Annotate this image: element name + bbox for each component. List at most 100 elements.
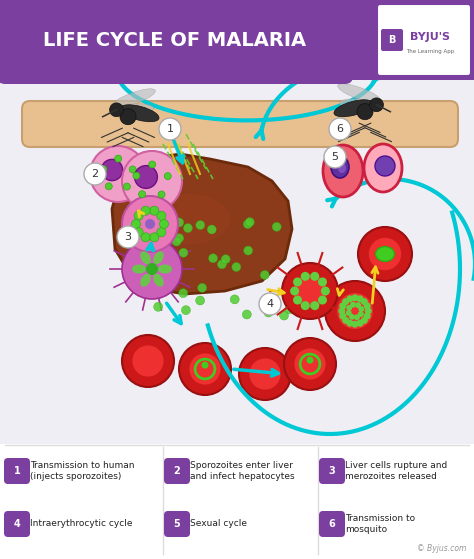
Ellipse shape <box>364 144 402 192</box>
Circle shape <box>179 248 188 257</box>
Circle shape <box>352 321 358 328</box>
Circle shape <box>307 357 313 363</box>
Polygon shape <box>112 154 292 294</box>
Ellipse shape <box>158 264 172 273</box>
FancyBboxPatch shape <box>319 458 345 484</box>
Text: 2: 2 <box>91 169 99 179</box>
Circle shape <box>122 335 174 387</box>
Circle shape <box>175 218 184 227</box>
Circle shape <box>358 311 364 317</box>
Circle shape <box>109 103 123 117</box>
Circle shape <box>342 298 349 305</box>
Circle shape <box>246 217 255 226</box>
Text: 1: 1 <box>14 466 20 476</box>
Ellipse shape <box>339 99 379 111</box>
Ellipse shape <box>140 252 151 264</box>
Circle shape <box>159 220 168 229</box>
Circle shape <box>146 263 158 275</box>
Circle shape <box>318 277 327 286</box>
Circle shape <box>196 296 205 305</box>
Circle shape <box>135 165 157 188</box>
Circle shape <box>280 311 289 320</box>
Circle shape <box>339 302 346 310</box>
Circle shape <box>282 263 338 319</box>
Circle shape <box>101 159 123 181</box>
Circle shape <box>339 312 346 320</box>
FancyBboxPatch shape <box>0 80 474 444</box>
Circle shape <box>264 308 273 317</box>
FancyBboxPatch shape <box>0 0 474 80</box>
Circle shape <box>131 220 140 229</box>
Text: BYJU'S: BYJU'S <box>410 32 450 42</box>
Circle shape <box>260 271 269 280</box>
Circle shape <box>190 353 220 385</box>
Circle shape <box>338 307 345 315</box>
Circle shape <box>350 302 356 307</box>
Circle shape <box>298 297 307 306</box>
Text: 6: 6 <box>337 124 344 134</box>
Circle shape <box>105 183 112 190</box>
Ellipse shape <box>375 247 394 262</box>
Text: 3: 3 <box>328 466 336 476</box>
Circle shape <box>150 233 159 242</box>
Text: Liver cells rupture and
merozoites released: Liver cells rupture and merozoites relea… <box>345 461 447 481</box>
FancyBboxPatch shape <box>164 511 190 537</box>
Circle shape <box>354 314 360 320</box>
Circle shape <box>134 228 143 236</box>
Circle shape <box>157 228 166 236</box>
Circle shape <box>198 283 207 292</box>
Circle shape <box>122 239 182 299</box>
Circle shape <box>221 255 230 264</box>
Circle shape <box>84 163 106 185</box>
Text: © Byjus.com: © Byjus.com <box>417 544 466 553</box>
Circle shape <box>301 265 310 274</box>
Text: 5: 5 <box>173 519 181 529</box>
Circle shape <box>157 211 166 220</box>
Circle shape <box>358 227 412 281</box>
Circle shape <box>149 161 156 168</box>
Ellipse shape <box>112 89 155 108</box>
Circle shape <box>141 233 150 242</box>
Circle shape <box>310 272 319 281</box>
Circle shape <box>209 254 218 263</box>
Circle shape <box>117 226 139 248</box>
Circle shape <box>318 296 327 305</box>
Circle shape <box>349 314 355 320</box>
Circle shape <box>301 301 310 310</box>
Circle shape <box>361 317 368 324</box>
Circle shape <box>218 260 227 269</box>
Circle shape <box>364 302 371 310</box>
Circle shape <box>301 272 310 281</box>
Text: 2: 2 <box>173 466 181 476</box>
Circle shape <box>346 310 352 316</box>
Circle shape <box>242 310 251 319</box>
Circle shape <box>272 222 281 231</box>
Ellipse shape <box>153 274 164 287</box>
Circle shape <box>346 295 354 302</box>
Circle shape <box>158 191 165 198</box>
Circle shape <box>293 296 302 305</box>
Ellipse shape <box>140 274 151 287</box>
FancyBboxPatch shape <box>319 511 345 537</box>
Circle shape <box>182 306 191 315</box>
Text: 1: 1 <box>166 124 173 134</box>
Circle shape <box>365 307 372 315</box>
Ellipse shape <box>334 100 373 117</box>
FancyBboxPatch shape <box>4 458 30 484</box>
Text: The Learning App: The Learning App <box>406 49 454 54</box>
Text: LIFE CYCLE OF MALARIA: LIFE CYCLE OF MALARIA <box>44 31 307 50</box>
Circle shape <box>201 362 209 368</box>
Circle shape <box>346 320 354 326</box>
Circle shape <box>321 287 330 296</box>
Circle shape <box>244 246 253 255</box>
Circle shape <box>364 312 371 320</box>
Text: 6: 6 <box>328 519 336 529</box>
Text: 5: 5 <box>331 152 338 162</box>
Circle shape <box>337 293 373 329</box>
Ellipse shape <box>150 194 230 244</box>
FancyBboxPatch shape <box>22 101 458 147</box>
Circle shape <box>293 277 302 286</box>
Text: Intraerythrocytic cycle: Intraerythrocytic cycle <box>30 519 133 528</box>
Circle shape <box>158 282 167 291</box>
Ellipse shape <box>120 108 136 125</box>
